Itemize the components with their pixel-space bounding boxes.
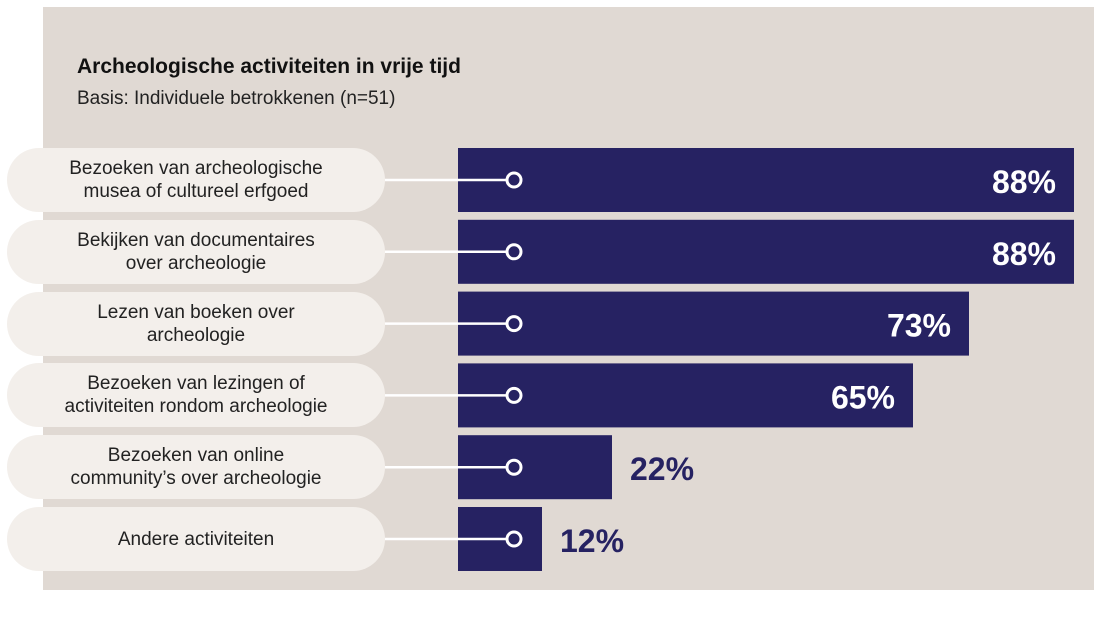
connector-dot	[505, 171, 523, 189]
category-label: Bezoeken van online community’s over arc…	[7, 435, 385, 500]
value-label: 88%	[992, 164, 1056, 200]
category-label: Lezen van boeken over archeologie	[7, 291, 385, 356]
value-label: 73%	[887, 308, 951, 344]
value-label: 65%	[831, 379, 895, 415]
category-label: Bezoeken van archeologische musea of cul…	[7, 148, 385, 212]
bar	[458, 291, 969, 356]
connector-dot	[505, 315, 523, 333]
category-label: Andere activiteiten	[7, 507, 385, 571]
value-label: 22%	[630, 451, 694, 487]
connector-dot	[505, 458, 523, 476]
bar	[458, 219, 1074, 284]
value-label: 12%	[560, 523, 624, 559]
bar	[458, 148, 1074, 212]
chart-subtitle: Basis: Individuele betrokkenen (n=51)	[77, 88, 396, 109]
value-label: 88%	[992, 236, 1056, 272]
chart-title: Archeologische activiteiten in vrije tij…	[77, 55, 461, 78]
category-label: Bezoeken van lezingen of activiteiten ro…	[7, 363, 385, 428]
category-label: Bekijken van documentaires over archeolo…	[7, 219, 385, 284]
bar	[458, 363, 913, 428]
connector-dot	[505, 386, 523, 404]
connector-dot	[505, 530, 523, 548]
connector-dot	[505, 243, 523, 261]
